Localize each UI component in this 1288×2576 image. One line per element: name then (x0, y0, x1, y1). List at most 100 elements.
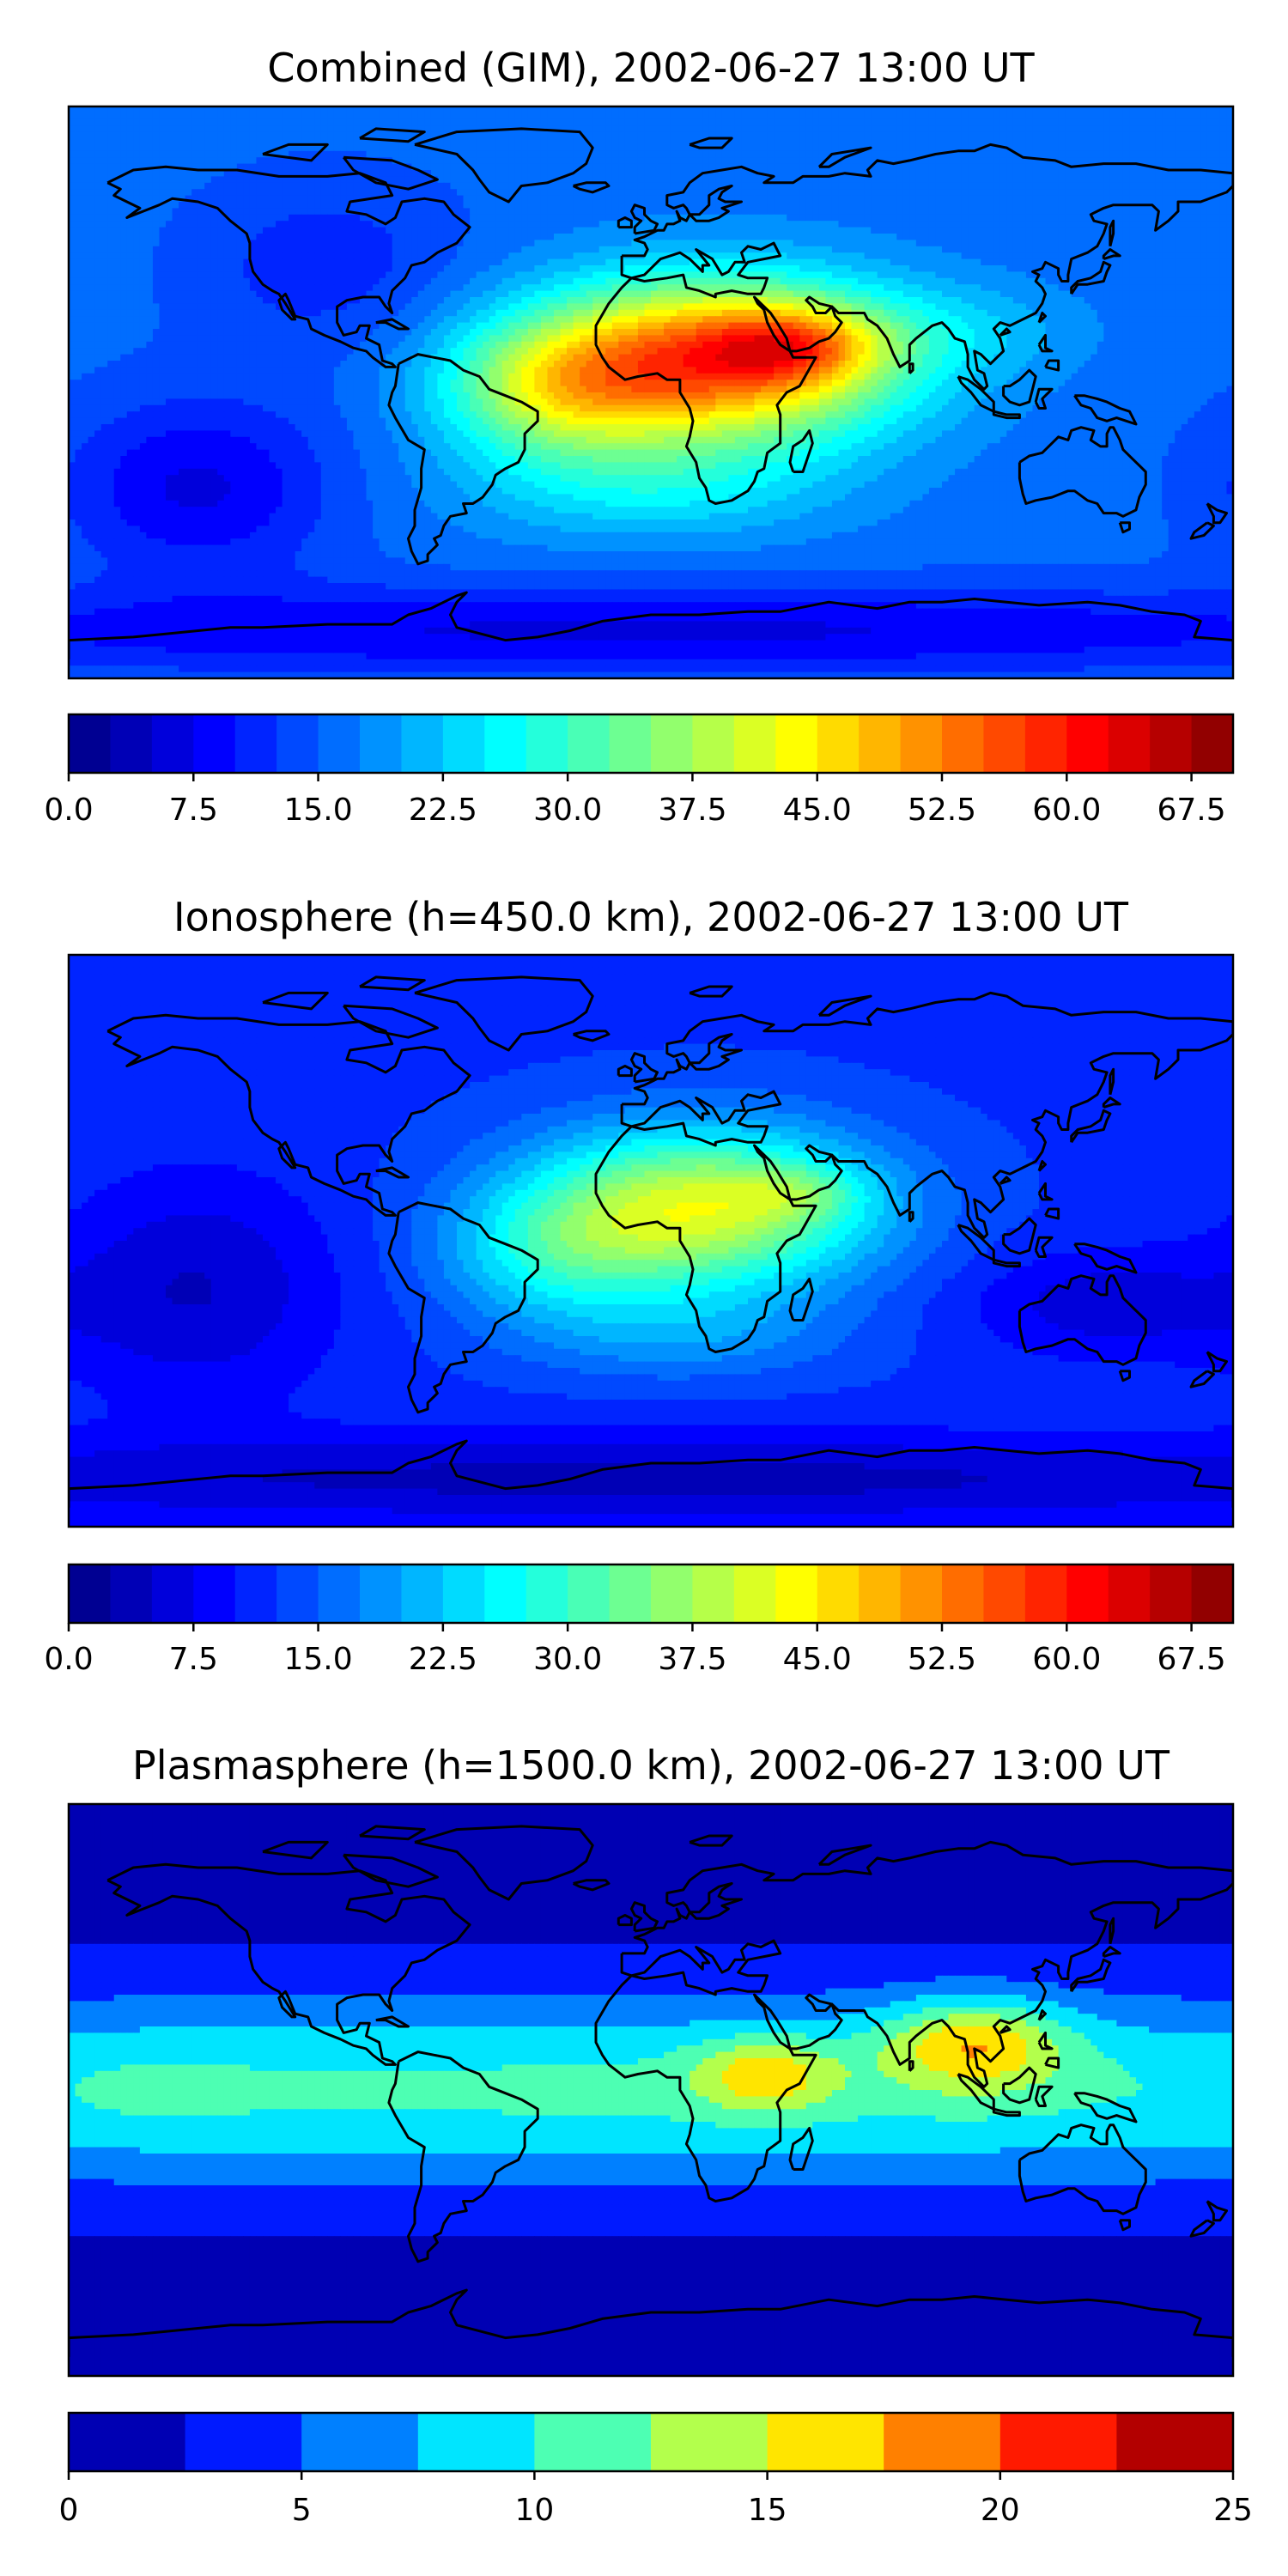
field-cell (728, 246, 736, 253)
field-cell (236, 189, 244, 197)
field-cell (890, 118, 897, 126)
field-cell (644, 195, 652, 203)
field-cell (457, 112, 465, 120)
field-cell (1052, 131, 1060, 139)
field-cell (799, 176, 807, 184)
field-cell (514, 246, 522, 253)
field-cell (1213, 125, 1221, 133)
field-cell (851, 234, 859, 240)
field-cell (146, 131, 154, 139)
field-cell (236, 131, 244, 139)
field-cell (346, 195, 355, 203)
field-cell (1097, 258, 1104, 266)
field-cell (94, 227, 102, 234)
field-cell (644, 265, 652, 272)
field-cell (896, 271, 904, 279)
field-cell (360, 125, 368, 133)
field-cell (812, 106, 820, 113)
field-cell (1091, 170, 1098, 177)
field-cell (1181, 118, 1188, 126)
field-cell (618, 176, 626, 184)
field-cell (126, 163, 134, 171)
field-cell (94, 118, 102, 126)
field-cell (1109, 106, 1117, 113)
field-cell (1012, 170, 1020, 177)
field-cell (818, 277, 826, 285)
field-cell (457, 240, 465, 247)
field-cell (256, 112, 264, 120)
field-cell (721, 106, 729, 113)
field-cell (94, 144, 102, 152)
field-cell (637, 138, 646, 145)
field-cell (489, 170, 496, 177)
field-cell (1019, 271, 1027, 279)
field-cell (483, 163, 490, 171)
field-cell (1168, 150, 1176, 158)
field-cell (592, 163, 600, 171)
field-cell (94, 265, 102, 272)
field-cell (1136, 271, 1144, 279)
field-cell (1226, 163, 1233, 171)
field-cell (1103, 246, 1111, 253)
field-cell (1012, 138, 1020, 145)
field-cell (1122, 265, 1131, 272)
field-cell (94, 138, 102, 145)
field-cell (1206, 252, 1214, 260)
field-cell (373, 240, 380, 247)
field-cell (314, 246, 322, 253)
field-cell (1122, 227, 1131, 234)
field-cell (217, 195, 225, 203)
field-cell (728, 176, 736, 184)
field-cell (217, 265, 225, 272)
field-cell (489, 258, 496, 266)
field-cell (133, 202, 141, 209)
field-cell (787, 246, 794, 253)
field-cell (366, 227, 374, 234)
field-cell (185, 163, 192, 171)
field-cell (437, 176, 445, 184)
field-cell (567, 118, 574, 126)
field-cell (100, 150, 108, 158)
field-cell (1084, 176, 1091, 184)
field-cell (690, 157, 697, 165)
field-cell (1168, 258, 1176, 266)
field-cell (981, 131, 988, 139)
field-cell (1226, 208, 1233, 216)
field-cell (126, 227, 134, 234)
field-cell (1032, 258, 1040, 266)
field-cell (346, 234, 355, 240)
field-cell (851, 131, 859, 139)
field-cell (637, 170, 646, 177)
field-cell (1175, 131, 1182, 139)
field-cell (172, 118, 179, 126)
field-cell (928, 118, 937, 126)
field-cell (845, 112, 853, 120)
field-cell (664, 265, 671, 272)
field-cell (1084, 240, 1091, 247)
field-cell (185, 227, 192, 234)
field-cell (702, 208, 710, 216)
field-cell (1039, 176, 1047, 184)
field-cell (818, 176, 826, 184)
field-cell (974, 252, 981, 260)
field-cell (637, 118, 646, 126)
field-cell (780, 157, 787, 165)
field-cell (82, 234, 89, 240)
field-cell (366, 277, 374, 285)
field-cell (540, 189, 549, 197)
field-cell (373, 138, 380, 145)
field-cell (443, 112, 452, 120)
field-cell (1129, 227, 1137, 234)
field-cell (1012, 131, 1020, 139)
field-cell (547, 118, 555, 126)
field-cell (690, 138, 697, 145)
field-cell (437, 214, 445, 222)
field-cell (457, 176, 465, 184)
field-cell (560, 246, 568, 253)
field-cell (327, 150, 335, 158)
field-cell (1219, 131, 1228, 139)
field-cell (793, 157, 800, 165)
field-cell (120, 227, 128, 234)
field-cell (366, 150, 374, 158)
field-cell (483, 182, 490, 190)
